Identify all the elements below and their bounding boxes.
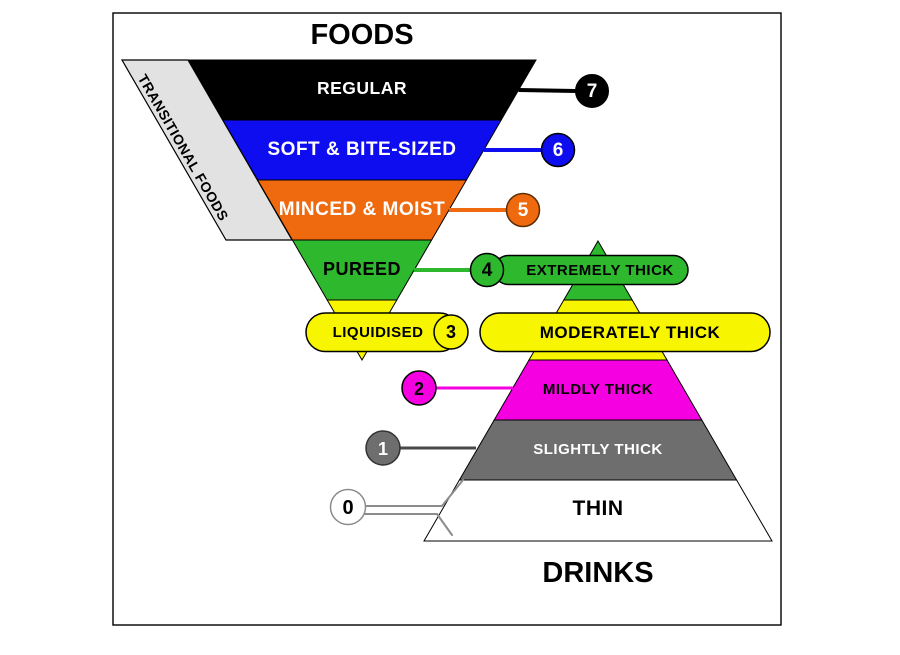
- svg-text:SLIGHTLY THICK: SLIGHTLY THICK: [533, 441, 663, 458]
- svg-text:0: 0: [342, 497, 353, 519]
- svg-text:REGULAR: REGULAR: [317, 78, 407, 98]
- svg-text:LIQUIDISED: LIQUIDISED: [333, 324, 424, 341]
- svg-text:7: 7: [587, 81, 598, 102]
- svg-text:DRINKS: DRINKS: [542, 557, 653, 589]
- svg-text:EXTREMELY THICK: EXTREMELY THICK: [526, 262, 674, 279]
- svg-text:SOFT & BITE-SIZED: SOFT & BITE-SIZED: [268, 139, 457, 160]
- svg-text:MINCED & MOIST: MINCED & MOIST: [279, 199, 445, 220]
- svg-text:FOODS: FOODS: [310, 19, 413, 51]
- svg-text:THIN: THIN: [573, 497, 624, 520]
- svg-text:1: 1: [378, 439, 388, 459]
- svg-text:PUREED: PUREED: [323, 259, 401, 279]
- svg-text:3: 3: [446, 322, 456, 342]
- svg-text:MODERATELY THICK: MODERATELY THICK: [540, 323, 721, 342]
- svg-text:MILDLY THICK: MILDLY THICK: [543, 381, 653, 398]
- svg-text:5: 5: [518, 200, 529, 221]
- svg-text:6: 6: [553, 140, 564, 161]
- svg-text:4: 4: [482, 260, 493, 281]
- svg-text:2: 2: [414, 379, 424, 399]
